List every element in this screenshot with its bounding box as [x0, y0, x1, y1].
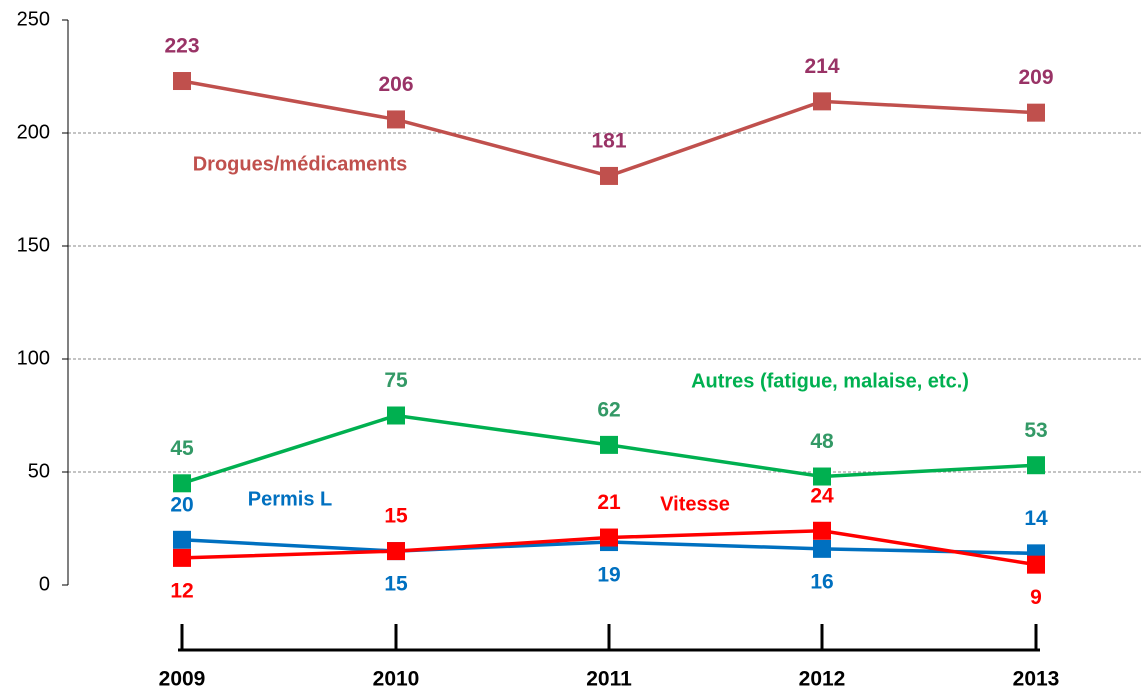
y-tick-label: 100 [17, 347, 50, 369]
y-tick-label: 250 [17, 8, 50, 30]
point [173, 72, 191, 91]
value-label: 12 [170, 579, 193, 602]
value-label: 24 [810, 484, 834, 507]
value-label: 48 [810, 430, 834, 453]
value-label: 206 [378, 73, 413, 96]
y-tick-label: 0 [39, 573, 50, 595]
series-name: Vitesse [660, 493, 730, 515]
value-label: 53 [1024, 419, 1047, 442]
point [1027, 103, 1045, 122]
value-label: 45 [170, 437, 194, 460]
point [1027, 555, 1045, 574]
x-tick-label: 2009 [159, 668, 206, 691]
point [173, 530, 191, 549]
value-label: 20 [170, 493, 193, 516]
value-label: 9 [1030, 586, 1042, 609]
value-label: 15 [384, 573, 408, 596]
point [1027, 456, 1045, 475]
series-name: Autres (fatigue, malaise, etc.) [691, 370, 969, 392]
value-label: 14 [1024, 507, 1048, 530]
x-tick-label: 2011 [586, 668, 632, 691]
x-tick-label: 2012 [799, 668, 846, 691]
y-tick-label: 50 [28, 460, 50, 482]
value-label: 181 [591, 129, 626, 152]
point [813, 539, 831, 558]
value-label: 16 [810, 570, 833, 593]
value-label: 223 [164, 35, 199, 58]
y-tick-label: 150 [17, 234, 50, 256]
point [813, 467, 831, 486]
x-tick-label: 2013 [1013, 668, 1060, 691]
value-label: 209 [1018, 66, 1053, 89]
point [173, 548, 191, 567]
value-label: 15 [384, 505, 408, 528]
series-name: Drogues/médicaments [193, 153, 408, 175]
point [813, 92, 831, 111]
value-label: 19 [597, 564, 620, 587]
point [813, 521, 831, 540]
point [387, 542, 405, 561]
point [600, 166, 618, 185]
series-name: Permis L [248, 488, 332, 510]
y-tick-label: 200 [17, 121, 50, 143]
value-label: 214 [804, 55, 839, 78]
point [600, 528, 618, 547]
value-label: 21 [597, 491, 621, 514]
point [387, 406, 405, 425]
value-label: 75 [384, 369, 408, 392]
point [600, 435, 618, 454]
x-tick-label: 2010 [373, 668, 420, 691]
point [387, 110, 405, 129]
value-label: 62 [597, 398, 620, 421]
point [173, 474, 191, 493]
